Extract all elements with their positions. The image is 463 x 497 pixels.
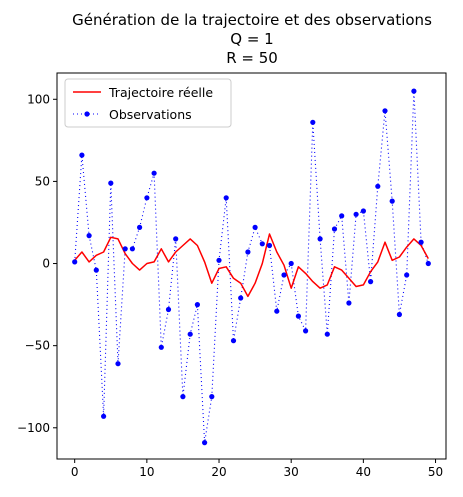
observation-point xyxy=(375,183,381,189)
legend: Trajectoire réelle Observations xyxy=(64,78,232,128)
x-tick-label: 50 xyxy=(428,465,443,479)
legend-marker-observations xyxy=(84,111,90,117)
observation-point xyxy=(129,246,135,252)
x-tick-label: 10 xyxy=(139,465,154,479)
observation-point xyxy=(418,239,424,245)
legend-label-observations: Observations xyxy=(109,107,192,122)
x-axis: 0 10 20 30 40 50 xyxy=(71,459,443,479)
observation-point xyxy=(202,440,208,446)
observation-point xyxy=(86,233,92,239)
observation-point xyxy=(360,208,366,214)
y-tick-label: 50 xyxy=(35,174,50,188)
observation-point xyxy=(259,241,265,247)
plot-area xyxy=(72,88,431,446)
observation-point xyxy=(252,224,258,230)
observation-point xyxy=(173,236,179,242)
observation-point xyxy=(122,246,128,252)
observation-point xyxy=(331,226,338,232)
series-line-trajectoire xyxy=(74,233,429,298)
observation-point xyxy=(324,331,330,337)
observation-point xyxy=(108,180,114,186)
observation-point xyxy=(238,295,244,301)
observation-point xyxy=(303,328,309,334)
x-tick-label: 20 xyxy=(211,465,226,479)
observation-point xyxy=(274,308,280,314)
series-line-observations xyxy=(74,91,429,443)
observation-point xyxy=(310,119,316,125)
observation-point xyxy=(346,300,352,306)
plot-series xyxy=(72,88,431,446)
observation-point xyxy=(396,311,402,318)
x-tick-label: 40 xyxy=(356,465,371,479)
observation-point xyxy=(281,272,287,278)
observation-point xyxy=(288,260,294,267)
observation-point xyxy=(165,306,172,313)
observation-point xyxy=(158,344,164,350)
observation-point xyxy=(404,272,410,278)
y-axis: −100 −50 0 50 100 xyxy=(17,92,57,435)
observation-point xyxy=(180,394,186,400)
observation-point xyxy=(339,213,345,219)
observation-point xyxy=(101,413,107,419)
y-tick-label: 100 xyxy=(27,92,50,106)
observation-point xyxy=(266,242,273,249)
x-tick-label: 0 xyxy=(71,465,79,479)
observation-point xyxy=(79,152,85,158)
observation-point xyxy=(389,198,395,204)
observation-point xyxy=(317,236,323,242)
chart-title-line-1: Génération de la trajectoire et des obse… xyxy=(72,11,432,29)
observation-point xyxy=(295,313,301,319)
observation-point xyxy=(411,88,417,94)
observation-point xyxy=(209,394,215,400)
observation-point xyxy=(144,195,150,201)
observation-point xyxy=(382,108,388,114)
observation-point xyxy=(245,249,251,255)
legend-box xyxy=(64,78,232,128)
observation-point xyxy=(115,361,121,367)
observation-point xyxy=(425,260,431,267)
y-tick-label: 0 xyxy=(42,257,50,271)
observation-point xyxy=(194,302,200,308)
observation-point xyxy=(72,259,78,265)
legend-label-trajectoire: Trajectoire réelle xyxy=(108,85,213,100)
observation-point xyxy=(216,257,222,263)
observation-point xyxy=(368,279,374,285)
observation-point xyxy=(137,224,143,230)
observation-point xyxy=(230,338,237,344)
chart-title: Génération de la trajectoire et des obse… xyxy=(72,11,432,67)
axes-frame xyxy=(56,72,447,460)
observation-point xyxy=(187,331,193,337)
observation-point xyxy=(353,211,359,217)
observation-point xyxy=(223,195,229,201)
chart-title-line-3: R = 50 xyxy=(226,49,278,67)
y-tick-label: −100 xyxy=(17,421,50,435)
y-tick-label: −50 xyxy=(25,339,50,353)
observation-point xyxy=(93,267,99,273)
x-tick-label: 30 xyxy=(284,465,299,479)
observation-point xyxy=(151,170,157,176)
chart-title-line-2: Q = 1 xyxy=(230,30,273,48)
